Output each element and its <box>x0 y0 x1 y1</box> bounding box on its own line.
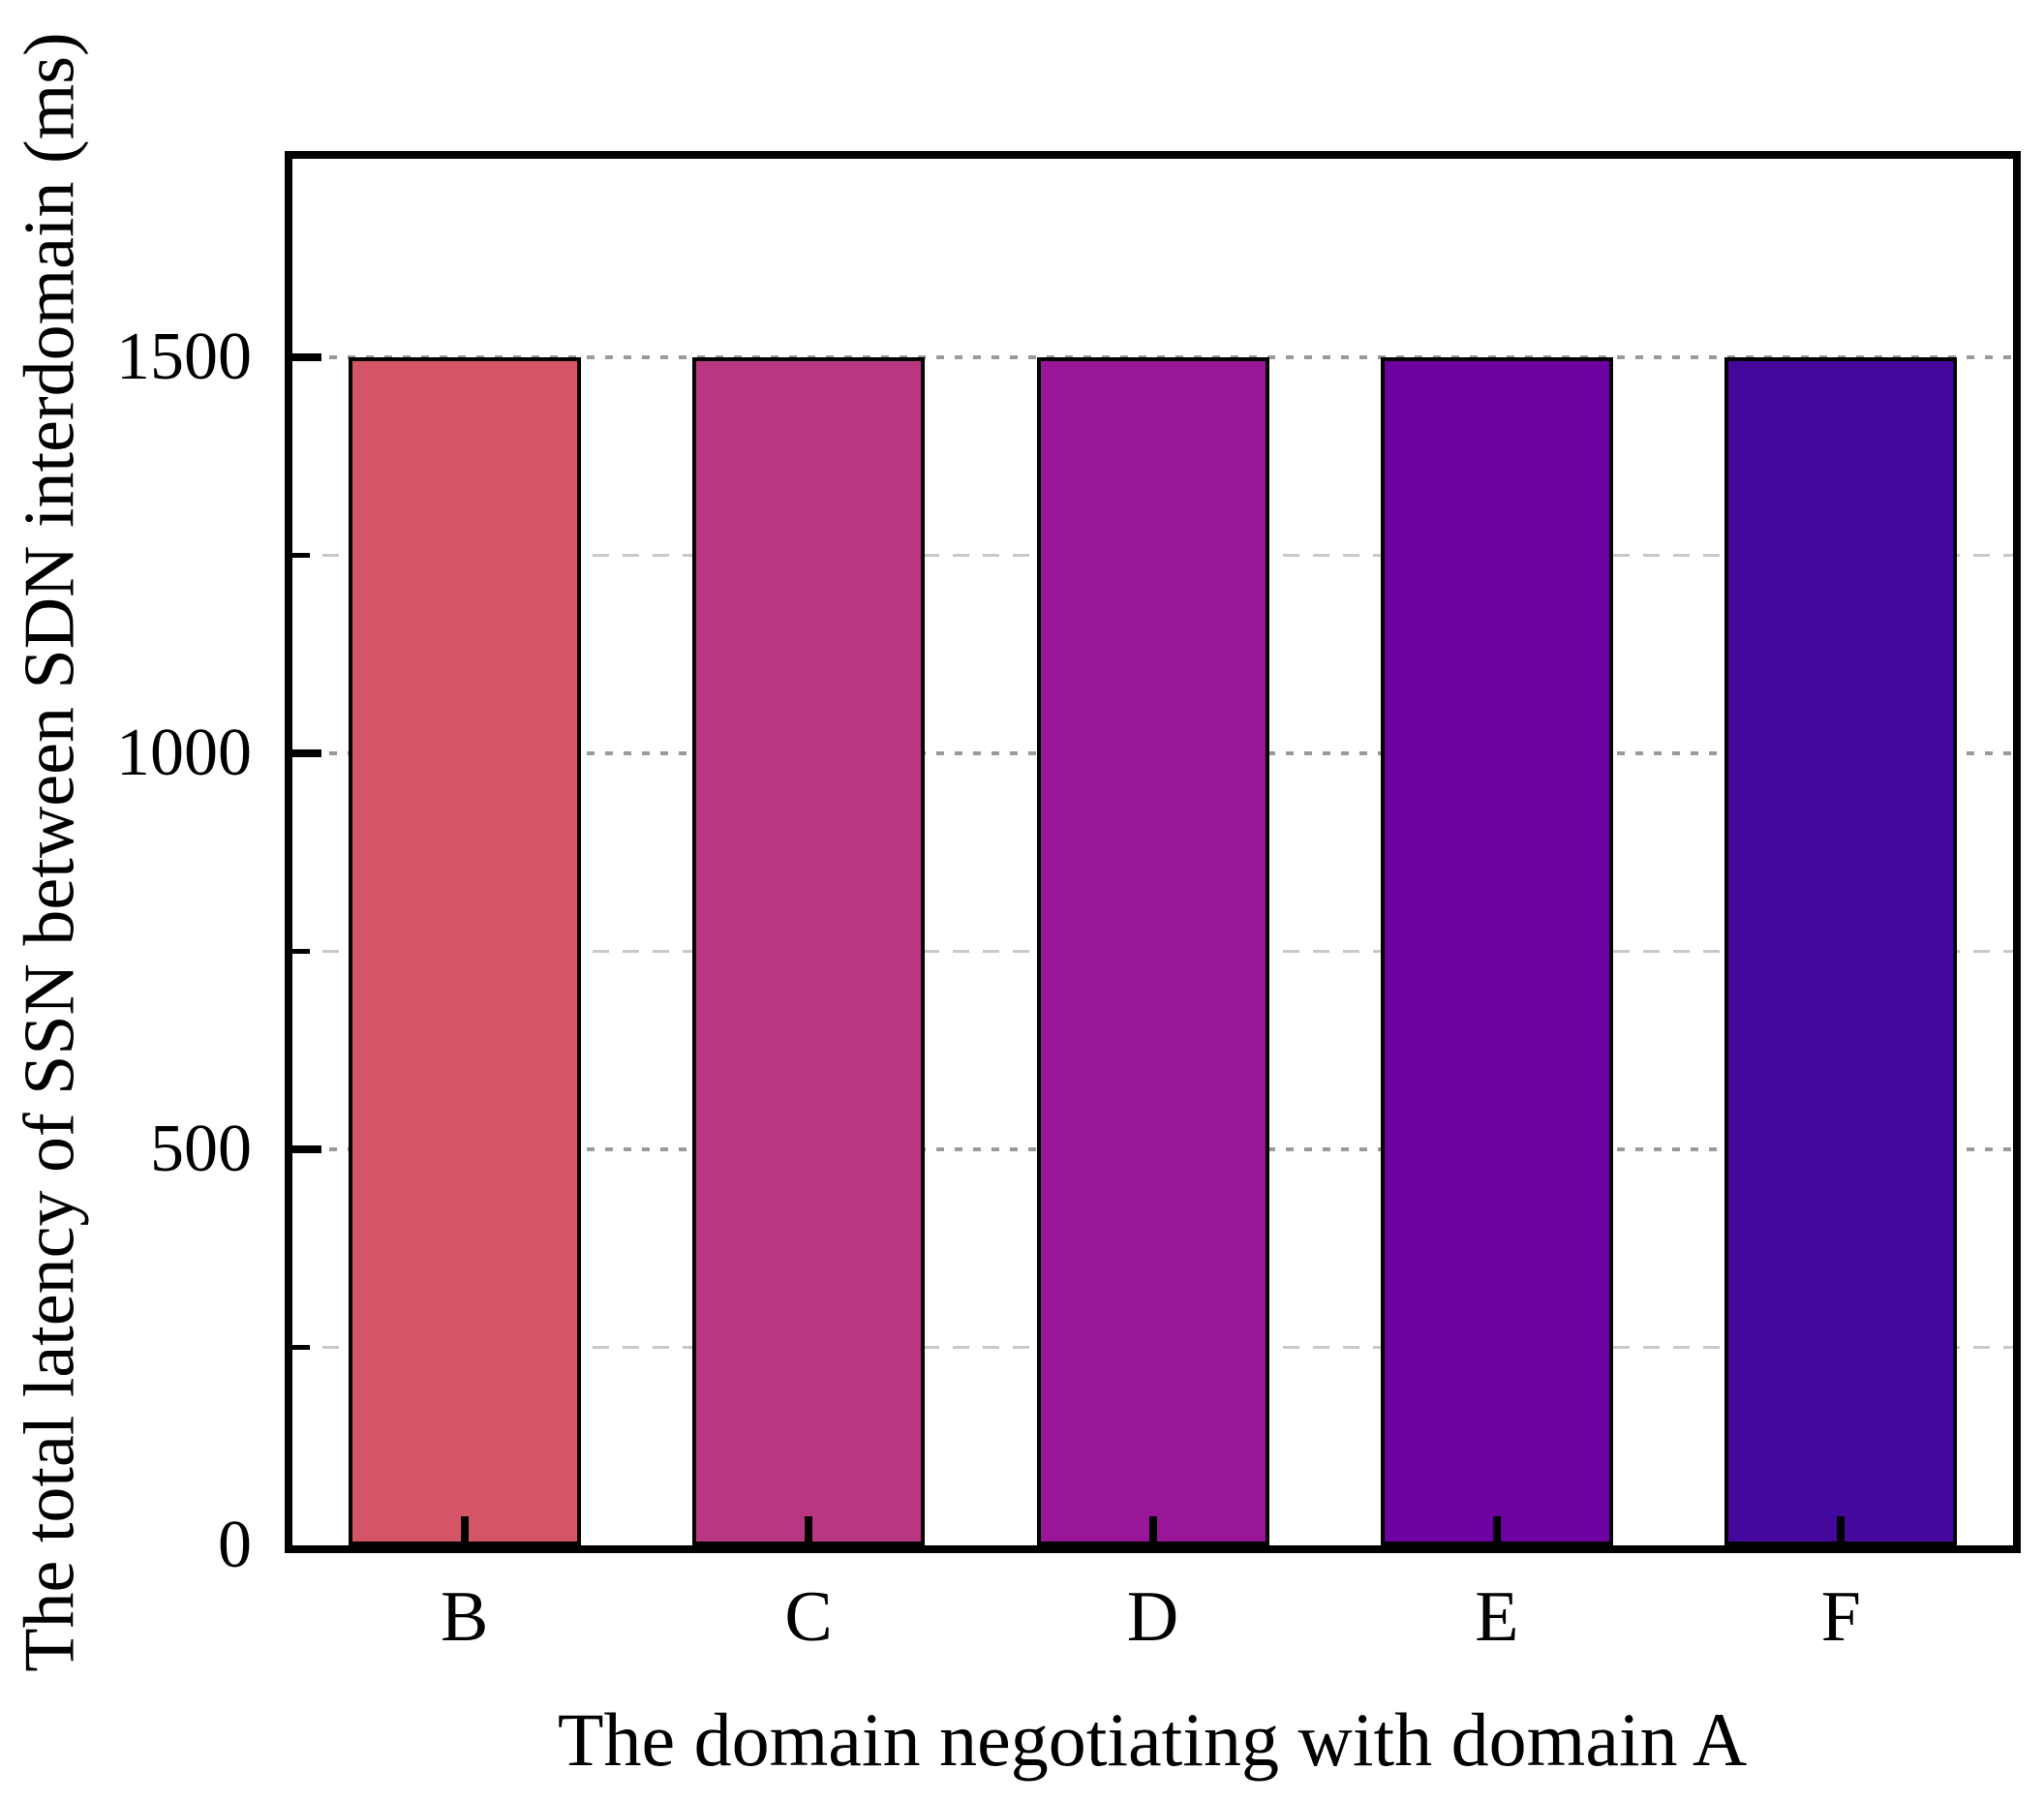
bar-D <box>1036 356 1269 1545</box>
y-minor-tick-1250 <box>292 552 310 558</box>
y-tick-label-1500: 1500 <box>116 319 252 394</box>
y-major-tick-1500 <box>292 352 321 361</box>
bar-C <box>692 356 926 1545</box>
x-axis-label: The domain negotiating with domain A <box>557 1697 1748 1782</box>
x-tick-label-C: C <box>784 1577 833 1657</box>
x-tick-D <box>1148 1516 1157 1545</box>
gridline-major-1500 <box>292 354 2013 359</box>
x-tick-label-F: F <box>1820 1577 1861 1657</box>
y-tick-label-500: 500 <box>150 1111 252 1186</box>
y-minor-tick-250 <box>292 1344 310 1350</box>
y-major-tick-1000 <box>292 748 321 757</box>
y-tick-label-0: 0 <box>218 1508 252 1582</box>
bar-F <box>1724 356 1958 1545</box>
y-minor-tick-750 <box>292 948 310 954</box>
x-tick-E <box>1492 1516 1501 1545</box>
x-tick-B <box>460 1516 469 1545</box>
y-major-tick-500 <box>292 1145 321 1153</box>
x-tick-label-B: B <box>441 1577 489 1657</box>
bar-E <box>1380 356 1613 1545</box>
y-tick-label-1000: 1000 <box>116 715 252 790</box>
bar-B <box>348 356 581 1545</box>
x-tick-C <box>805 1516 813 1545</box>
y-axis-label: The total latency of SSN between SDN int… <box>10 32 90 1672</box>
x-tick-label-E: E <box>1475 1577 1519 1657</box>
x-tick-label-D: D <box>1126 1577 1179 1657</box>
x-tick-F <box>1837 1516 1846 1545</box>
plot-area <box>285 151 2021 1553</box>
